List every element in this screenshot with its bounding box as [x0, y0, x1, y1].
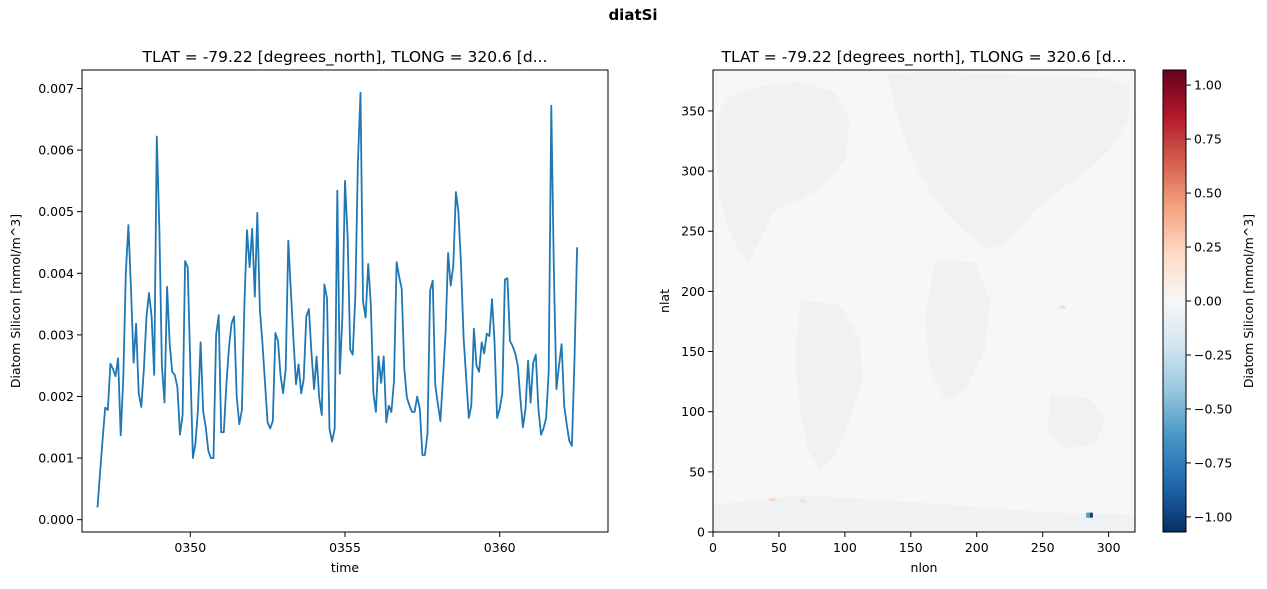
- colorbar-gradient: [1162, 69, 1187, 533]
- y-tick-label: 0.000: [38, 512, 74, 527]
- heatmap-chart: TLAT = -79.22 [degrees_north], TLONG = 3…: [657, 48, 1256, 575]
- colorbar-tick-label: −0.50: [1194, 401, 1232, 416]
- y-tick-label: 150: [681, 344, 705, 359]
- line-chart-x-label: time: [331, 560, 360, 575]
- y-tick-label: 0.007: [38, 81, 74, 96]
- x-tick-label: 250: [1031, 540, 1055, 555]
- colorbar-tick-label: 0.25: [1194, 240, 1222, 255]
- heatmap-anomaly-cell: [1086, 512, 1091, 518]
- colorbar-tick-label: −1.00: [1194, 509, 1232, 524]
- heatmap-y-label: nlat: [657, 289, 672, 313]
- x-tick-label: 0: [709, 540, 717, 555]
- y-tick-label: 350: [681, 103, 705, 118]
- colorbar-tick-label: −0.25: [1194, 347, 1232, 362]
- line-chart: TLAT = -79.22 [degrees_north], TLONG = 3…: [8, 48, 609, 575]
- colorbar-ticks: −1.00 −0.75 −0.50 −0.25 0.00 0.25 0.50 0.75 1.00: [1186, 78, 1232, 524]
- y-tick-label: 100: [681, 404, 705, 419]
- heatmap-anomaly-cell: [1059, 305, 1066, 309]
- y-tick-label: 0.006: [38, 143, 74, 158]
- y-tick-label: 0.002: [38, 389, 74, 404]
- heatmap-anomaly-cell: [799, 499, 806, 503]
- heatmap-axes-frame: [712, 69, 1136, 533]
- x-tick-label: 300: [1097, 540, 1121, 555]
- heatmap-chart-title: TLAT = -79.22 [degrees_north], TLONG = 3…: [721, 48, 1127, 67]
- y-tick-label: 0.004: [38, 266, 74, 281]
- line-chart-x-ticks: 0350 0355 0360: [174, 532, 516, 555]
- x-tick-label: 200: [965, 540, 989, 555]
- y-tick-label: 300: [681, 164, 705, 179]
- colorbar-tick-label: 0.00: [1194, 294, 1222, 309]
- line-chart-title: TLAT = -79.22 [degrees_north], TLONG = 3…: [142, 48, 548, 67]
- line-series-diatom-silicon: [96, 91, 578, 508]
- colorbar-tick-label: 0.50: [1194, 186, 1222, 201]
- heatmap-anomaly-cell: [1088, 512, 1093, 518]
- colorbar: −1.00 −0.75 −0.50 −0.25 0.00 0.25 0.50 0.75 1.00…: [1162, 69, 1256, 533]
- x-tick-label: 0350: [174, 540, 206, 555]
- y-tick-label: 50: [689, 464, 705, 479]
- line-chart-y-label: Diatom Silicon [mmol/m^3]: [8, 214, 23, 388]
- colorbar-tick-label: −0.75: [1194, 455, 1232, 470]
- x-tick-label: 50: [771, 540, 787, 555]
- x-tick-label: 0355: [329, 540, 361, 555]
- y-tick-label: 200: [681, 284, 705, 299]
- colorbar-tick-label: 0.75: [1194, 132, 1222, 147]
- y-tick-label: 0.003: [38, 327, 74, 342]
- x-tick-label: 0360: [484, 540, 516, 555]
- heatmap-x-ticks: 0 50 100 150 200 250 300: [709, 532, 1121, 555]
- y-tick-label: 0.005: [38, 204, 74, 219]
- heatmap-anomaly-cell: [769, 498, 776, 502]
- colorbar-tick-label: 1.00: [1194, 78, 1222, 93]
- heatmap-y-ticks: 0 50 100 150 200 250 300 350: [681, 103, 713, 540]
- y-tick-label: 0.001: [38, 451, 74, 466]
- x-tick-label: 150: [899, 540, 923, 555]
- y-tick-label: 0: [697, 525, 705, 540]
- figure-suptitle: diatSi: [608, 6, 657, 24]
- colorbar-label: Diatom Silicon [mmol/m^3]: [1241, 214, 1256, 388]
- x-tick-label: 100: [833, 540, 857, 555]
- land-mask: [713, 72, 1135, 532]
- y-tick-label: 250: [681, 224, 705, 239]
- heatmap-anomalies: [769, 305, 1093, 518]
- heatmap-x-label: nlon: [911, 560, 938, 575]
- line-chart-y-ticks: 0.000 0.001 0.002 0.003 0.004 0.005 0.006 0.007: [38, 81, 82, 527]
